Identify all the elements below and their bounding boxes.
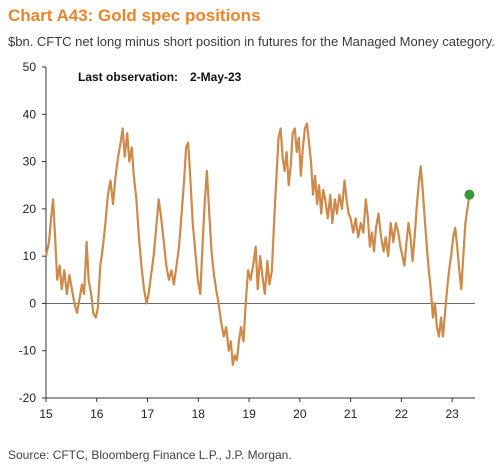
series-line [44, 122, 471, 366]
source-note: Source: CFTC, Bloomberg Finance L.P., J.… [8, 448, 292, 462]
x-tick-label: 21 [344, 407, 358, 421]
y-tick-label: -10 [19, 344, 37, 358]
axes [45, 67, 475, 399]
chart-title: Chart A43: Gold spec positions [8, 6, 261, 25]
x-tick-label: 20 [293, 407, 307, 421]
x-tick-label: 19 [242, 407, 256, 421]
x-tick-label: 16 [90, 407, 104, 421]
x-tick-label: 15 [39, 407, 53, 421]
y-tick-label: 40 [23, 107, 37, 121]
last-observation-marker [464, 189, 475, 200]
y-tick-label: 0 [29, 296, 36, 310]
y-axis-ticks: -20 -10 0 10 20 30 40 50 [19, 60, 46, 405]
y-tick-label: 20 [23, 202, 37, 216]
annotation-label: Last observation: [78, 70, 178, 84]
y-tick-label: 30 [23, 155, 37, 169]
y-tick-label: 10 [23, 249, 37, 263]
annotation-value: 2-May-23 [190, 70, 242, 84]
chart-subtitle: $bn. CFTC net long minus short position … [8, 34, 495, 49]
chart-area: -20 -10 0 10 20 30 40 50 15 16 17 18 19 20 21 22 23 Las… [19, 60, 475, 421]
x-axis-ticks: 15 16 17 18 19 20 21 22 23 [39, 398, 459, 421]
x-tick-label: 22 [395, 407, 409, 421]
x-tick-label: 17 [141, 407, 155, 421]
y-tick-label: 50 [23, 60, 37, 74]
x-tick-label: 18 [192, 407, 206, 421]
y-tick-label: -20 [19, 391, 37, 405]
x-tick-label: 23 [445, 407, 459, 421]
